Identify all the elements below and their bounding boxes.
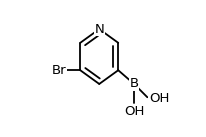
Text: OH: OH	[149, 92, 169, 105]
Text: B: B	[130, 77, 139, 90]
Text: OH: OH	[124, 105, 144, 118]
Text: N: N	[94, 23, 104, 36]
Text: Br: Br	[52, 64, 67, 77]
